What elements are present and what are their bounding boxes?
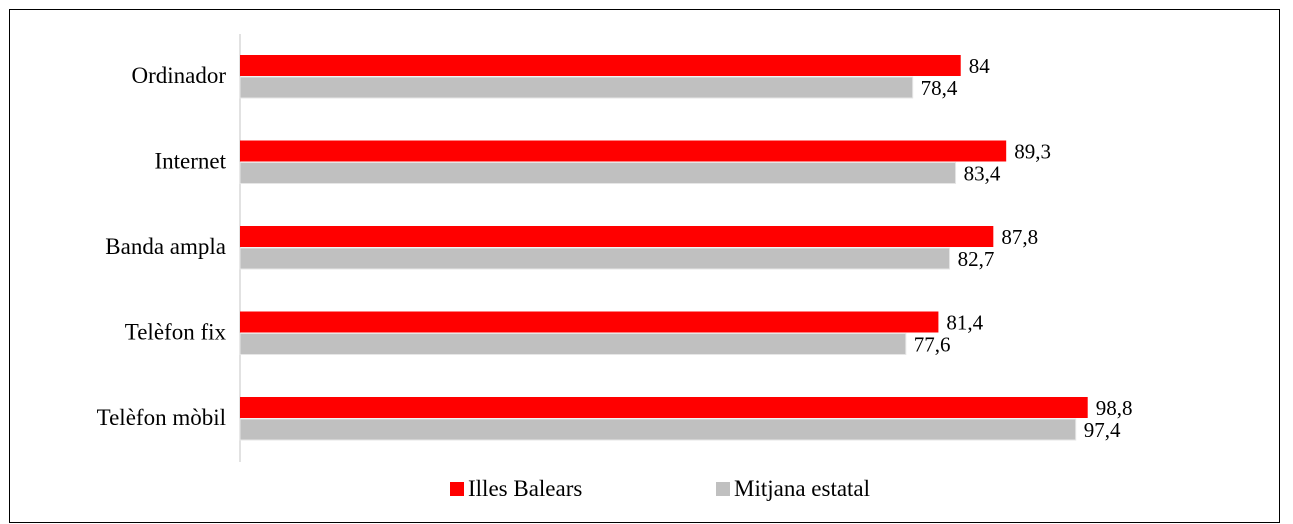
legend: Illes Balears Mitjana estatal <box>450 476 870 501</box>
bar-illes-balears-banda-ampla <box>240 226 994 247</box>
category-label-ordinador: Ordinador <box>131 63 226 88</box>
legend-label-illes-balears: Illes Balears <box>468 476 582 501</box>
data-label-illes-balears-internet: 89,3 <box>1014 140 1051 164</box>
chart-frame: Ordinador 84 78,4 Internet 89,3 83,4 Banda amp… <box>9 9 1280 523</box>
data-label-mitjana-estatal-telefon-fix: 77,6 <box>914 333 951 357</box>
bar-mitjana-estatal-telefon-fix <box>239 333 907 355</box>
legend-label-mitjana-estatal: Mitjana estatal <box>734 476 870 501</box>
legend-swatch-illes-balears <box>450 482 464 496</box>
category-label-banda-ampla: Banda ampla <box>105 234 226 259</box>
data-label-illes-balears-banda-ampla: 87,8 <box>1001 225 1038 249</box>
bar-illes-balears-internet <box>240 140 1007 162</box>
data-label-illes-balears-telefon-mobil: 98,8 <box>1096 396 1133 420</box>
bar-illes-balears-ordinador <box>240 55 961 76</box>
data-label-mitjana-estatal-internet: 83,4 <box>964 162 1001 186</box>
data-label-mitjana-estatal-ordinador: 78,4 <box>921 76 958 100</box>
data-label-mitjana-estatal-banda-ampla: 82,7 <box>958 247 995 271</box>
category-label-telefon-mobil: Telèfon mòbil <box>97 405 226 430</box>
category-label-internet: Internet <box>154 149 226 174</box>
bar-mitjana-estatal-banda-ampla <box>239 247 951 270</box>
horizontal-bar-chart: Ordinador 84 78,4 Internet 89,3 83,4 Banda amp… <box>97 34 1133 501</box>
legend-swatch-mitjana-estatal <box>716 482 730 496</box>
bar-illes-balears-telefon-mobil <box>240 397 1088 418</box>
data-label-illes-balears-telefon-fix: 81,4 <box>946 311 983 335</box>
bar-illes-balears-telefon-fix <box>240 311 939 333</box>
bar-mitjana-estatal-telefon-mobil <box>239 418 1077 441</box>
data-label-illes-balears-ordinador: 84 <box>969 54 991 78</box>
labels-layer: Ordinador 84 78,4 Internet 89,3 83,4 Banda amp… <box>97 54 1133 442</box>
bar-mitjana-estatal-internet <box>239 162 957 184</box>
bars-layer <box>239 55 1088 441</box>
data-label-mitjana-estatal-telefon-mobil: 97,4 <box>1084 418 1121 442</box>
category-label-telefon-fix: Telèfon fix <box>125 320 227 345</box>
bar-mitjana-estatal-ordinador <box>239 76 914 99</box>
